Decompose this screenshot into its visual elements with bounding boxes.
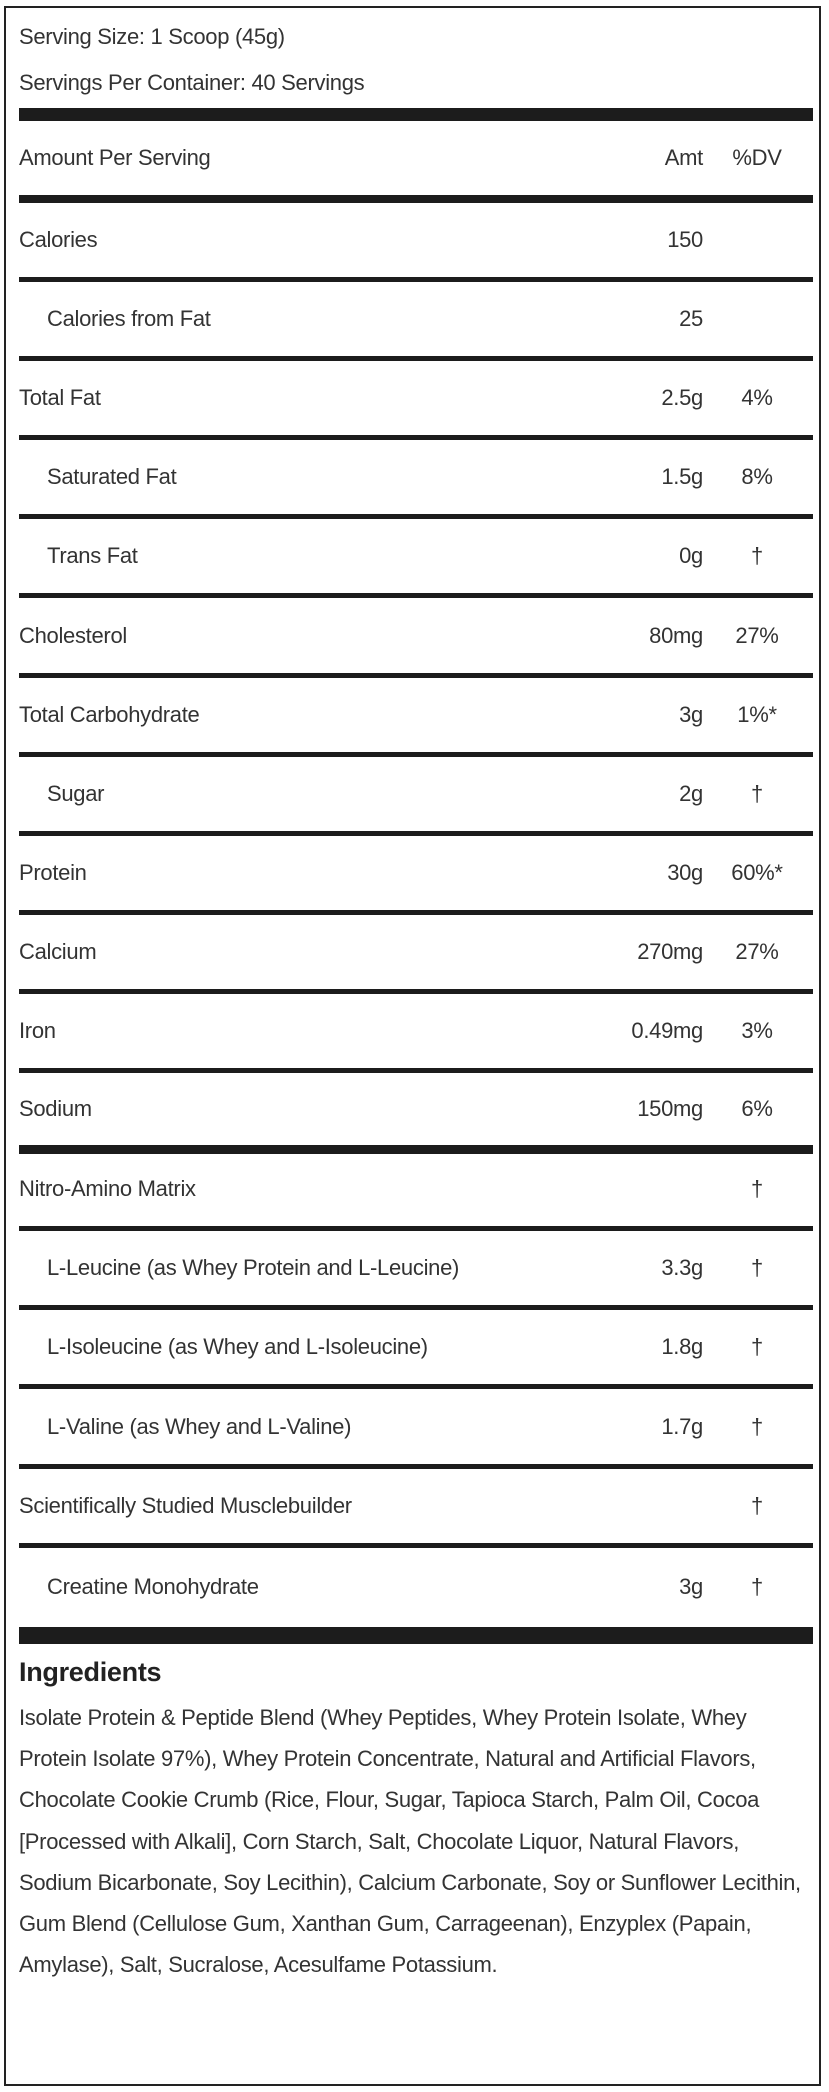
nutrient-dv: † [751,1413,763,1439]
ingredients-text: Isolate Protein & Peptide Blend (Whey Pe… [19,1705,801,1978]
nutrient-amount: 1.8g [661,1334,703,1360]
nutrient-dv: 8% [741,464,773,490]
nutrient-dv: 3% [741,1018,773,1044]
nutrient-row: Sodium 150mg 6% [19,1073,813,1155]
nutrient-label: Trans Fat [47,543,138,569]
nutrient-dv: 4% [741,385,773,411]
nutrient-row: L-Valine (as Whey and L-Valine) 1.7g † [19,1390,813,1469]
nutrient-amount: 1.7g [661,1413,703,1439]
nutrient-dv: † [751,1176,763,1202]
nutrient-label: L-Isoleucine (as Whey and L-Isoleucine) [47,1334,428,1360]
header-label: Amount Per Serving [19,145,211,170]
header-dv: %DV [732,145,782,170]
nutrient-row: Scientifically Studied Musclebuilder † [19,1469,813,1548]
servings-per-container: Servings Per Container: 40 Servings [19,70,365,95]
nutrient-amount: 3g [679,701,703,727]
nutrient-label: Total Fat [19,385,101,411]
header-row: Amount Per Serving Amt %DV [19,121,813,203]
nutrient-amount: 2g [679,780,703,806]
nutrient-row: Nitro-Amino Matrix † [19,1152,813,1232]
nutrient-amount: 270mg [637,938,703,964]
nutrient-amount: 30g [667,859,703,885]
nutrient-row: L-Leucine (as Whey Protein and L-Leucine… [19,1231,813,1311]
nutrient-amount: 3.3g [661,1255,703,1281]
nutrient-row: Calcium 270mg 27% [19,915,813,994]
nutrient-label: Scientifically Studied Musclebuilder [19,1492,352,1518]
nutrient-row: Protein 30g 60%* [19,836,813,915]
nutrient-label: Calories from Fat [47,306,211,332]
nutrient-amount: 25 [679,306,703,332]
nutrient-row: Total Fat 2.5g 4% [19,361,813,441]
ingredients-title: Ingredients [19,1657,162,1687]
nutrient-label: Cholesterol [19,622,127,648]
nutrient-row: Creatine Monohydrate 3g † [19,1548,813,1627]
nutrient-row: Saturated Fat 1.5g 8% [19,440,813,520]
nutrient-label: Saturated Fat [47,464,177,490]
nutrient-dv: 27% [735,938,779,964]
nutrition-facts-panel [4,6,821,2086]
nutrient-dv: † [751,1334,763,1360]
header-amt: Amt [664,145,704,170]
nutrient-row: Iron 0.49mg 3% [19,994,813,1074]
nutrient-label: Nitro-Amino Matrix [19,1176,196,1202]
nutrient-amount: 80mg [649,622,703,648]
nutrient-dv: 1%* [737,701,777,727]
nutrient-dv: † [751,780,763,806]
nutrient-amount: 0g [679,543,703,569]
nutrient-row: Calories from Fat 25 [19,282,813,362]
nutrient-label: Calories [19,227,98,253]
nutrient-amount: 0.49mg [631,1018,703,1044]
nutrient-label: Calcium [19,938,97,964]
nutrient-label: L-Valine (as Whey and L-Valine) [47,1413,352,1439]
nutrient-label: Protein [19,859,87,885]
nutrient-dv: † [751,1255,763,1281]
thick-divider [19,108,813,121]
nutrient-label: Sodium [19,1096,92,1122]
nutrient-amount: 150 [667,227,703,253]
nutrient-row: Calories 150 [19,203,813,283]
nutrient-row: Trans Fat 0g † [19,519,813,599]
nutrient-label: Sugar [47,780,105,806]
nutrient-amount: 2.5g [661,385,703,411]
nutrient-row: Sugar 2g † [19,757,813,836]
nutrient-label: Iron [19,1018,56,1044]
nutrient-label: Total Carbohydrate [19,701,200,727]
nutrient-amount: 1.5g [661,464,703,490]
nutrient-amount: 150mg [637,1096,703,1122]
nutrient-dv: 27% [735,622,779,648]
nutrient-row: Total Carbohydrate 3g 1%* [19,678,813,757]
nutrient-row: L-Isoleucine (as Whey and L-Isoleucine) 1… [19,1310,813,1390]
nutrient-label: L-Leucine (as Whey Protein and L-Leucine… [47,1255,460,1281]
nutrient-row: Cholesterol 80mg 27% [19,599,813,678]
nutrient-dv: † [751,1574,763,1600]
nutrient-amount: 3g [679,1574,703,1600]
nutrient-dv: 6% [741,1096,773,1122]
serving-size: Serving Size: 1 Scoop (45g) [19,24,285,49]
nutrient-label: Creatine Monohydrate [47,1574,259,1600]
thick-divider [19,1627,813,1644]
nutrient-dv: † [751,543,763,569]
nutrient-dv: 60%* [731,859,783,885]
nutrient-dv: † [751,1492,763,1518]
